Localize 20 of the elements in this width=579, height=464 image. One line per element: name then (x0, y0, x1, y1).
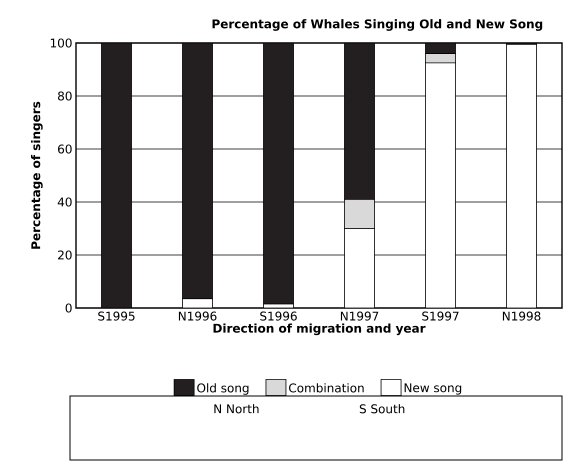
chart-title: Percentage of Whales Singing Old and New Song (212, 19, 542, 31)
y-tick-label: 80 (58, 91, 72, 101)
y-tick-label: 20 (58, 250, 72, 260)
legend-label: Old song (197, 383, 248, 395)
legend-label: Combination (289, 383, 364, 392)
x-tick-label: N1998 (502, 312, 540, 321)
legend-label: New song (404, 383, 462, 395)
y-tick-label: 60 (58, 144, 72, 154)
x-tick-label: S1995 (98, 312, 135, 321)
x-axis-title: Direction of migration and year (214, 323, 426, 336)
x-tick-label: N1997 (340, 312, 378, 321)
text: S South (360, 404, 404, 414)
y-axis-title: Percentage of singers (30, 102, 43, 249)
x-tick-label: S1996 (260, 312, 297, 321)
y-tick-label: 40 (58, 197, 72, 207)
x-tick-label: N1996 (178, 312, 216, 321)
x-tick-label: S1997 (422, 312, 459, 321)
y-tick-label: 0 (66, 303, 72, 313)
text: N North (214, 404, 259, 414)
y-tick-label: 100 (50, 38, 72, 48)
